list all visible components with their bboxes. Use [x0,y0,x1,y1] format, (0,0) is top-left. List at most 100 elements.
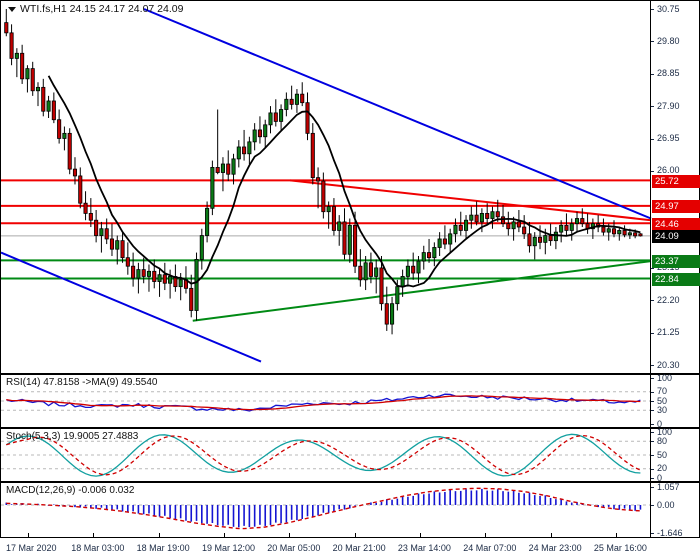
candle [532,232,537,260]
time-axis-label: 17 Mar 2020 [6,543,57,553]
time-axis-tick [615,533,617,538]
price-tag-black[interactable]: 24.09 [652,230,700,244]
candle [405,259,410,287]
candle [205,201,210,243]
candle [46,95,51,119]
time-axis-label: 19 Mar 12:00 [202,543,256,553]
candle [379,255,384,311]
indicator-axis-label: 30 [657,404,668,415]
candle [231,153,236,185]
candle [252,123,257,151]
indicator-axis-tick [651,468,654,470]
price-tag-red[interactable]: 24.97 [652,200,700,214]
indicator-axis-label: 0 [657,418,663,429]
candle [67,128,72,175]
trendline-descending-resistance[interactable] [290,179,652,222]
indicator-axis-label: 100 [657,372,673,383]
rsi-indicator-panel[interactable] [0,374,700,428]
chevron-down-icon[interactable] [8,7,16,12]
macd-title: MACD(12,26,9) -0.006 0.032 [6,485,135,496]
time-axis-tick [485,533,487,538]
candle [316,167,321,209]
candle [453,218,458,243]
indicator-axis-tick [651,455,654,456]
candle [131,252,136,287]
candle [305,92,310,141]
candle [437,232,442,256]
candle [527,221,532,253]
indicator-axis-tick [651,424,654,425]
candle [20,44,25,84]
candle [199,228,204,270]
candle [236,140,241,168]
candle [99,221,104,253]
candle [421,245,426,270]
candle [83,191,88,221]
price-axis-label: 21.25 [657,327,680,338]
indicator-axis-label: 0 [657,472,663,483]
candle [337,215,342,246]
price-axis-tick [651,138,654,140]
trendline-ascending-support[interactable] [192,260,652,322]
candle [146,264,152,292]
time-axis-label: 18 Mar 19:00 [136,543,190,553]
price-tag-green[interactable]: 23.37 [652,254,700,268]
candle [257,116,262,144]
candle [464,215,469,239]
candle [485,203,490,224]
indicator-axis-tick [651,410,654,412]
candle [94,209,99,243]
price-axis-tick [651,332,654,334]
price-axis-tick [651,170,654,172]
trendline-lower-descending-channel[interactable] [1,251,262,363]
candle [411,252,416,280]
indicator-axis-tick [651,441,654,443]
time-axis-label: 23 Mar 14:00 [397,543,451,553]
candle [115,235,120,265]
candle [374,259,379,294]
trendline-upper-descending-channel[interactable] [143,8,652,220]
candle [72,157,78,185]
candle [51,92,56,124]
candle [580,208,585,228]
indicator-axis-tick [651,391,654,393]
candle [585,213,590,234]
candle [617,227,622,241]
candle [4,9,9,37]
candle [263,119,268,147]
candle [242,129,247,161]
price-axis-tick [651,41,654,43]
macd-signal-line [6,487,641,530]
candle [189,274,194,318]
indicator-axis-label: 70 [657,386,668,397]
candle [622,225,627,238]
price-tag-green[interactable]: 22.84 [652,273,700,286]
candle [210,160,215,216]
price-axis-label: 22.20 [657,294,680,305]
candle [279,104,284,130]
indicator-axis-label: 50 [657,395,668,406]
candle [479,208,484,233]
candle [41,78,46,117]
candle [522,215,527,239]
macd-indicator-panel[interactable] [0,482,700,538]
candle [331,198,336,236]
price-axis-label: 30.75 [657,3,680,14]
candle [569,218,574,241]
price-chart-panel[interactable] [0,0,700,374]
indicator-axis-tick [651,401,654,402]
candle [390,296,395,335]
stochastic-indicator-panel[interactable] [0,428,700,482]
price-tag-red[interactable]: 24.46 [652,217,700,231]
price-tag-red[interactable]: 25.72 [652,174,700,188]
stoch-title: Stoch(5,3,3) 19.9005 27.4883 [6,431,139,442]
candle [611,220,617,238]
candle [490,206,495,229]
candle [120,232,125,263]
time-axis-label: 18 Mar 03:00 [71,543,125,553]
candle [474,201,479,226]
candle [62,126,67,151]
macd-axis-tick [651,505,654,506]
candle [416,255,421,284]
